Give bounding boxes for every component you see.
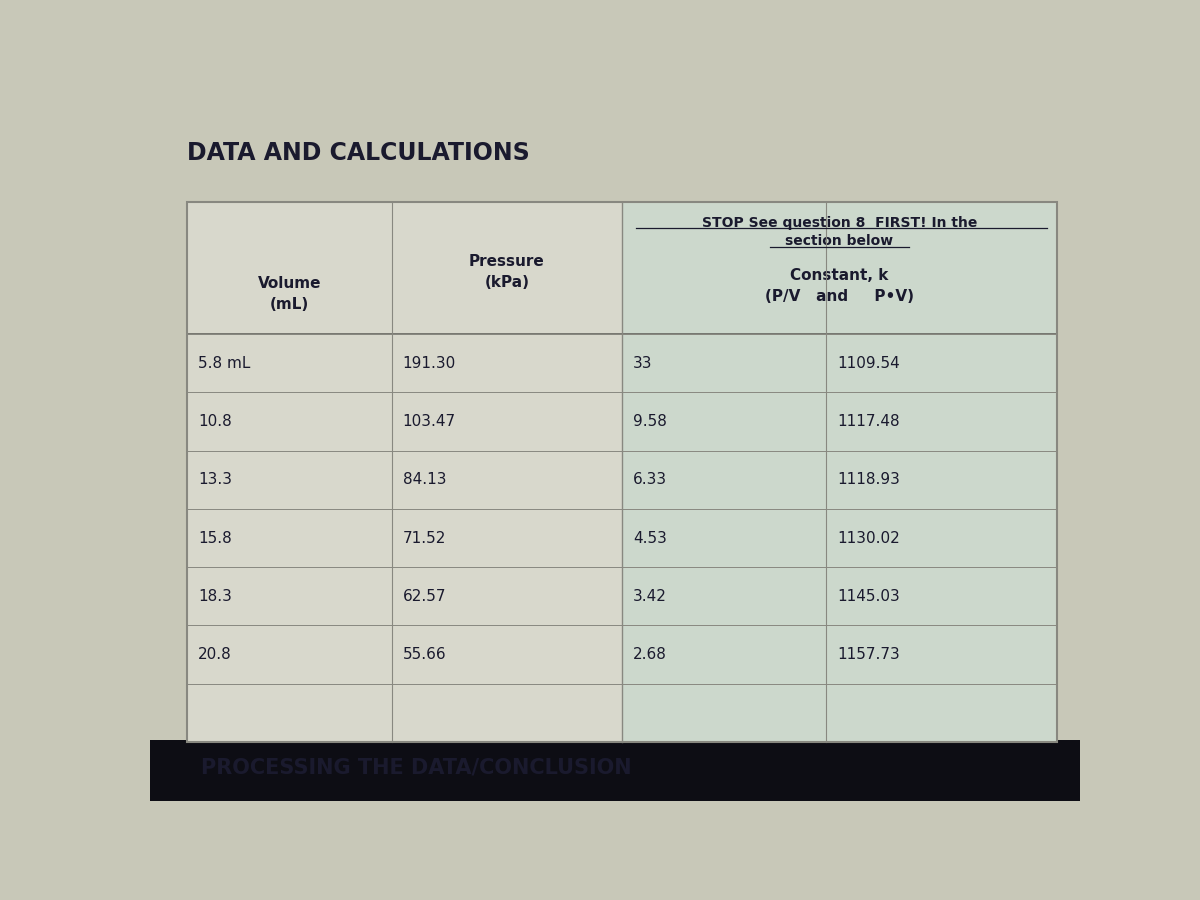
Text: 71.52: 71.52 bbox=[403, 530, 446, 545]
Text: 84.13: 84.13 bbox=[403, 472, 446, 487]
Text: 4.53: 4.53 bbox=[634, 530, 667, 545]
Text: 13.3: 13.3 bbox=[198, 472, 233, 487]
Text: 62.57: 62.57 bbox=[403, 589, 446, 604]
Bar bbox=[187, 202, 1057, 742]
Text: STOP See question 8  FIRST! In the: STOP See question 8 FIRST! In the bbox=[702, 216, 977, 230]
Text: 33: 33 bbox=[634, 356, 653, 371]
Bar bbox=[150, 740, 1080, 801]
Bar bbox=[187, 202, 1057, 742]
Text: 191.30: 191.30 bbox=[403, 356, 456, 371]
Text: 15.8: 15.8 bbox=[198, 530, 232, 545]
Text: DATA AND CALCULATIONS: DATA AND CALCULATIONS bbox=[187, 141, 530, 165]
Text: Pressure: Pressure bbox=[469, 254, 545, 268]
Text: 20.8: 20.8 bbox=[198, 647, 232, 662]
Bar bbox=[622, 202, 1057, 742]
Text: 1145.03: 1145.03 bbox=[838, 589, 900, 604]
Text: 1109.54: 1109.54 bbox=[838, 356, 900, 371]
Text: 10.8: 10.8 bbox=[198, 414, 232, 429]
Text: (mL): (mL) bbox=[270, 297, 308, 312]
Text: (P/V   and     P•V): (P/V and P•V) bbox=[764, 290, 914, 304]
Text: 2.68: 2.68 bbox=[634, 647, 667, 662]
Text: 6.33: 6.33 bbox=[634, 472, 667, 487]
Text: 1117.48: 1117.48 bbox=[838, 414, 900, 429]
Text: 55.66: 55.66 bbox=[403, 647, 446, 662]
Text: 1130.02: 1130.02 bbox=[838, 530, 900, 545]
Text: Volume: Volume bbox=[258, 276, 322, 292]
Text: 18.3: 18.3 bbox=[198, 589, 233, 604]
Text: section below: section below bbox=[785, 234, 894, 248]
Text: 9.58: 9.58 bbox=[634, 414, 667, 429]
Text: (kPa): (kPa) bbox=[485, 274, 529, 290]
Text: 5.8 mL: 5.8 mL bbox=[198, 356, 251, 371]
Text: Constant, k: Constant, k bbox=[790, 268, 888, 284]
Text: 103.47: 103.47 bbox=[403, 414, 456, 429]
Text: PROCESSING THE DATA/CONCLUSION: PROCESSING THE DATA/CONCLUSION bbox=[202, 758, 631, 778]
Text: 1118.93: 1118.93 bbox=[838, 472, 900, 487]
Text: 3.42: 3.42 bbox=[634, 589, 667, 604]
Text: 1157.73: 1157.73 bbox=[838, 647, 900, 662]
